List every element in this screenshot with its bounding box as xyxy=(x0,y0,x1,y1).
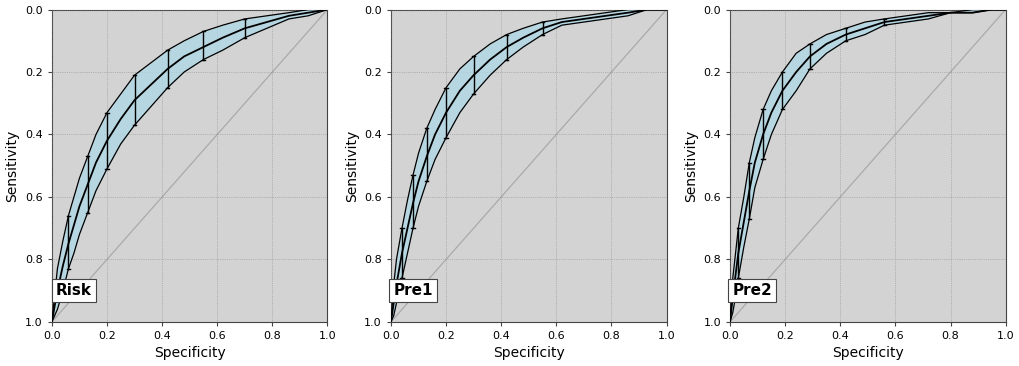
X-axis label: Specificity: Specificity xyxy=(832,347,903,361)
Text: Risk: Risk xyxy=(56,283,92,298)
Text: Pre1: Pre1 xyxy=(393,283,432,298)
Text: Pre2: Pre2 xyxy=(732,283,771,298)
X-axis label: Specificity: Specificity xyxy=(154,347,225,361)
Y-axis label: Sensitivity: Sensitivity xyxy=(5,130,19,202)
Y-axis label: Sensitivity: Sensitivity xyxy=(344,130,359,202)
X-axis label: Specificity: Specificity xyxy=(492,347,565,361)
Y-axis label: Sensitivity: Sensitivity xyxy=(683,130,697,202)
